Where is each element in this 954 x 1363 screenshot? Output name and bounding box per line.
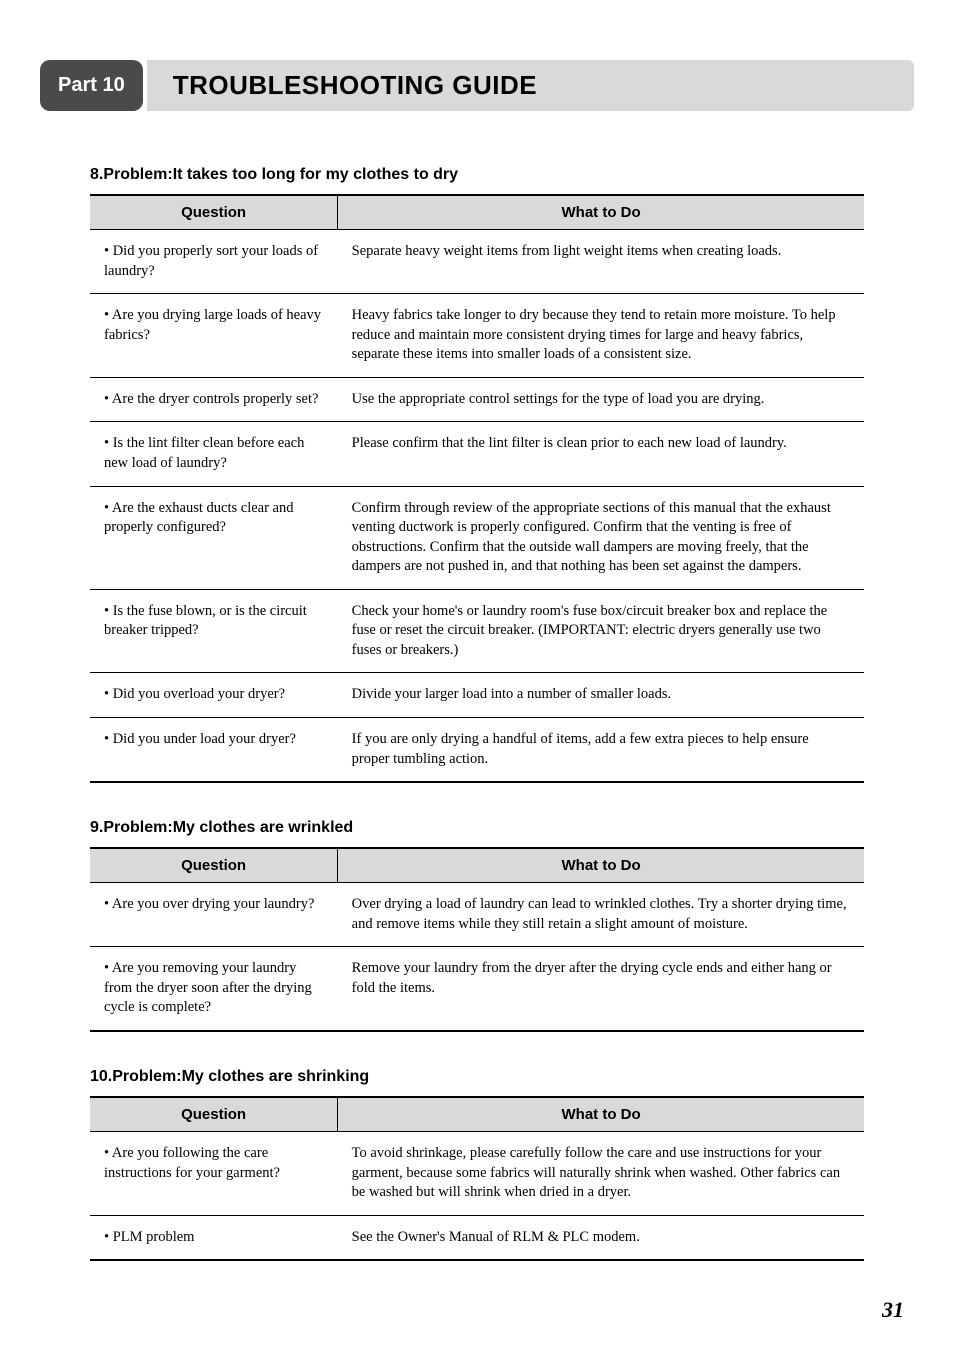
question-cell: • Did you overload your dryer? (90, 673, 338, 718)
answer-cell: Over drying a load of laundry can lead t… (338, 883, 864, 947)
table-row: • Is the fuse blown, or is the circuit b… (90, 589, 864, 673)
question-cell: • Are you drying large loads of heavy fa… (90, 294, 338, 378)
table-row: • Are you drying large loads of heavy fa… (90, 294, 864, 378)
answer-cell: Please confirm that the lint filter is c… (338, 422, 864, 486)
question-cell: • Is the lint filter clean before each n… (90, 422, 338, 486)
question-cell: • Did you under load your dryer? (90, 718, 338, 783)
problem-title-10: 10.Problem:My clothes are shrinking (90, 1068, 864, 1086)
table-row: • Are you following the care instruction… (90, 1131, 864, 1215)
table-row: • Is the lint filter clean before each n… (90, 422, 864, 486)
answer-cell: Heavy fabrics take longer to dry because… (338, 294, 864, 378)
question-cell: • Are the dryer controls properly set? (90, 377, 338, 422)
troubleshoot-table-10: Question What to Do • Are you following … (90, 1096, 864, 1261)
col-question: Question (90, 195, 338, 230)
page-header: Part 10 TROUBLESHOOTING GUIDE (40, 60, 914, 111)
troubleshoot-table-8: Question What to Do • Did you properly s… (90, 194, 864, 783)
question-cell: • PLM problem (90, 1215, 338, 1260)
question-cell: • Are you following the care instruction… (90, 1131, 338, 1215)
table-row: • Are you removing your laundry from the… (90, 947, 864, 1031)
answer-cell: Confirm through review of the appropriat… (338, 486, 864, 589)
page-number: 31 (40, 1297, 914, 1323)
answer-cell: Check your home's or laundry room's fuse… (338, 589, 864, 673)
question-cell: • Are the exhaust ducts clear and proper… (90, 486, 338, 589)
answer-cell: To avoid shrinkage, please carefully fol… (338, 1131, 864, 1215)
part-badge: Part 10 (40, 60, 143, 111)
problem-title-8: 8.Problem:It takes too long for my cloth… (90, 166, 864, 184)
answer-cell: If you are only drying a handful of item… (338, 718, 864, 783)
answer-cell: Use the appropriate control settings for… (338, 377, 864, 422)
col-whattodo: What to Do (338, 848, 864, 883)
col-question: Question (90, 848, 338, 883)
question-cell: • Are you over drying your laundry? (90, 883, 338, 947)
table-row: • Did you overload your dryer? Divide yo… (90, 673, 864, 718)
question-cell: • Did you properly sort your loads of la… (90, 230, 338, 294)
title-bar: TROUBLESHOOTING GUIDE (147, 60, 914, 111)
answer-cell: Separate heavy weight items from light w… (338, 230, 864, 294)
answer-cell: See the Owner's Manual of RLM & PLC mode… (338, 1215, 864, 1260)
table-row: • Did you properly sort your loads of la… (90, 230, 864, 294)
table-row: • PLM problem See the Owner's Manual of … (90, 1215, 864, 1260)
table-row: • Are the dryer controls properly set? U… (90, 377, 864, 422)
answer-cell: Remove your laundry from the dryer after… (338, 947, 864, 1031)
col-whattodo: What to Do (338, 195, 864, 230)
question-cell: • Is the fuse blown, or is the circuit b… (90, 589, 338, 673)
part-label: Part 10 (58, 74, 125, 97)
col-whattodo: What to Do (338, 1097, 864, 1132)
answer-cell: Divide your larger load into a number of… (338, 673, 864, 718)
problem-title-9: 9.Problem:My clothes are wrinkled (90, 819, 864, 837)
table-row: • Are you over drying your laundry? Over… (90, 883, 864, 947)
question-cell: • Are you removing your laundry from the… (90, 947, 338, 1031)
table-row: • Did you under load your dryer? If you … (90, 718, 864, 783)
col-question: Question (90, 1097, 338, 1132)
table-row: • Are the exhaust ducts clear and proper… (90, 486, 864, 589)
page-title: TROUBLESHOOTING GUIDE (173, 70, 537, 101)
troubleshoot-table-9: Question What to Do • Are you over dryin… (90, 847, 864, 1032)
content-area: 8.Problem:It takes too long for my cloth… (40, 166, 914, 1261)
